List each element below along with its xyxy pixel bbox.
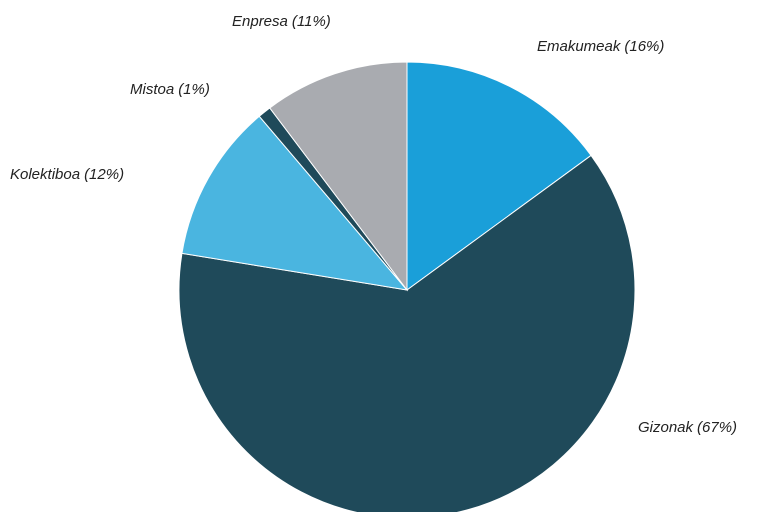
slice-category: Gizonak bbox=[638, 419, 695, 436]
slice-label: Kolektiboa (12%) bbox=[10, 166, 124, 183]
slice-value: (67%) bbox=[697, 419, 737, 436]
slice-label: Enpresa (11%) bbox=[232, 13, 331, 30]
slice-label: Gizonak (67%) bbox=[638, 419, 737, 436]
slice-label: Mistoa (1%) bbox=[130, 81, 210, 98]
slice-value: (12%) bbox=[84, 166, 124, 183]
pie-slice bbox=[181, 115, 409, 291]
slice-category: Enpresa bbox=[232, 13, 288, 30]
slice-value: (1%) bbox=[178, 81, 210, 98]
pie-slice bbox=[269, 61, 408, 292]
slice-category: Kolektiboa bbox=[10, 166, 80, 183]
slice-value: (11%) bbox=[292, 13, 331, 30]
slice-category: Emakumeak bbox=[537, 38, 622, 55]
slice-category: Mistoa bbox=[130, 81, 174, 98]
slice-label: Emakumeak (16%) bbox=[537, 38, 664, 55]
slice-value: (16%) bbox=[624, 38, 664, 55]
pie-slice bbox=[406, 61, 592, 291]
